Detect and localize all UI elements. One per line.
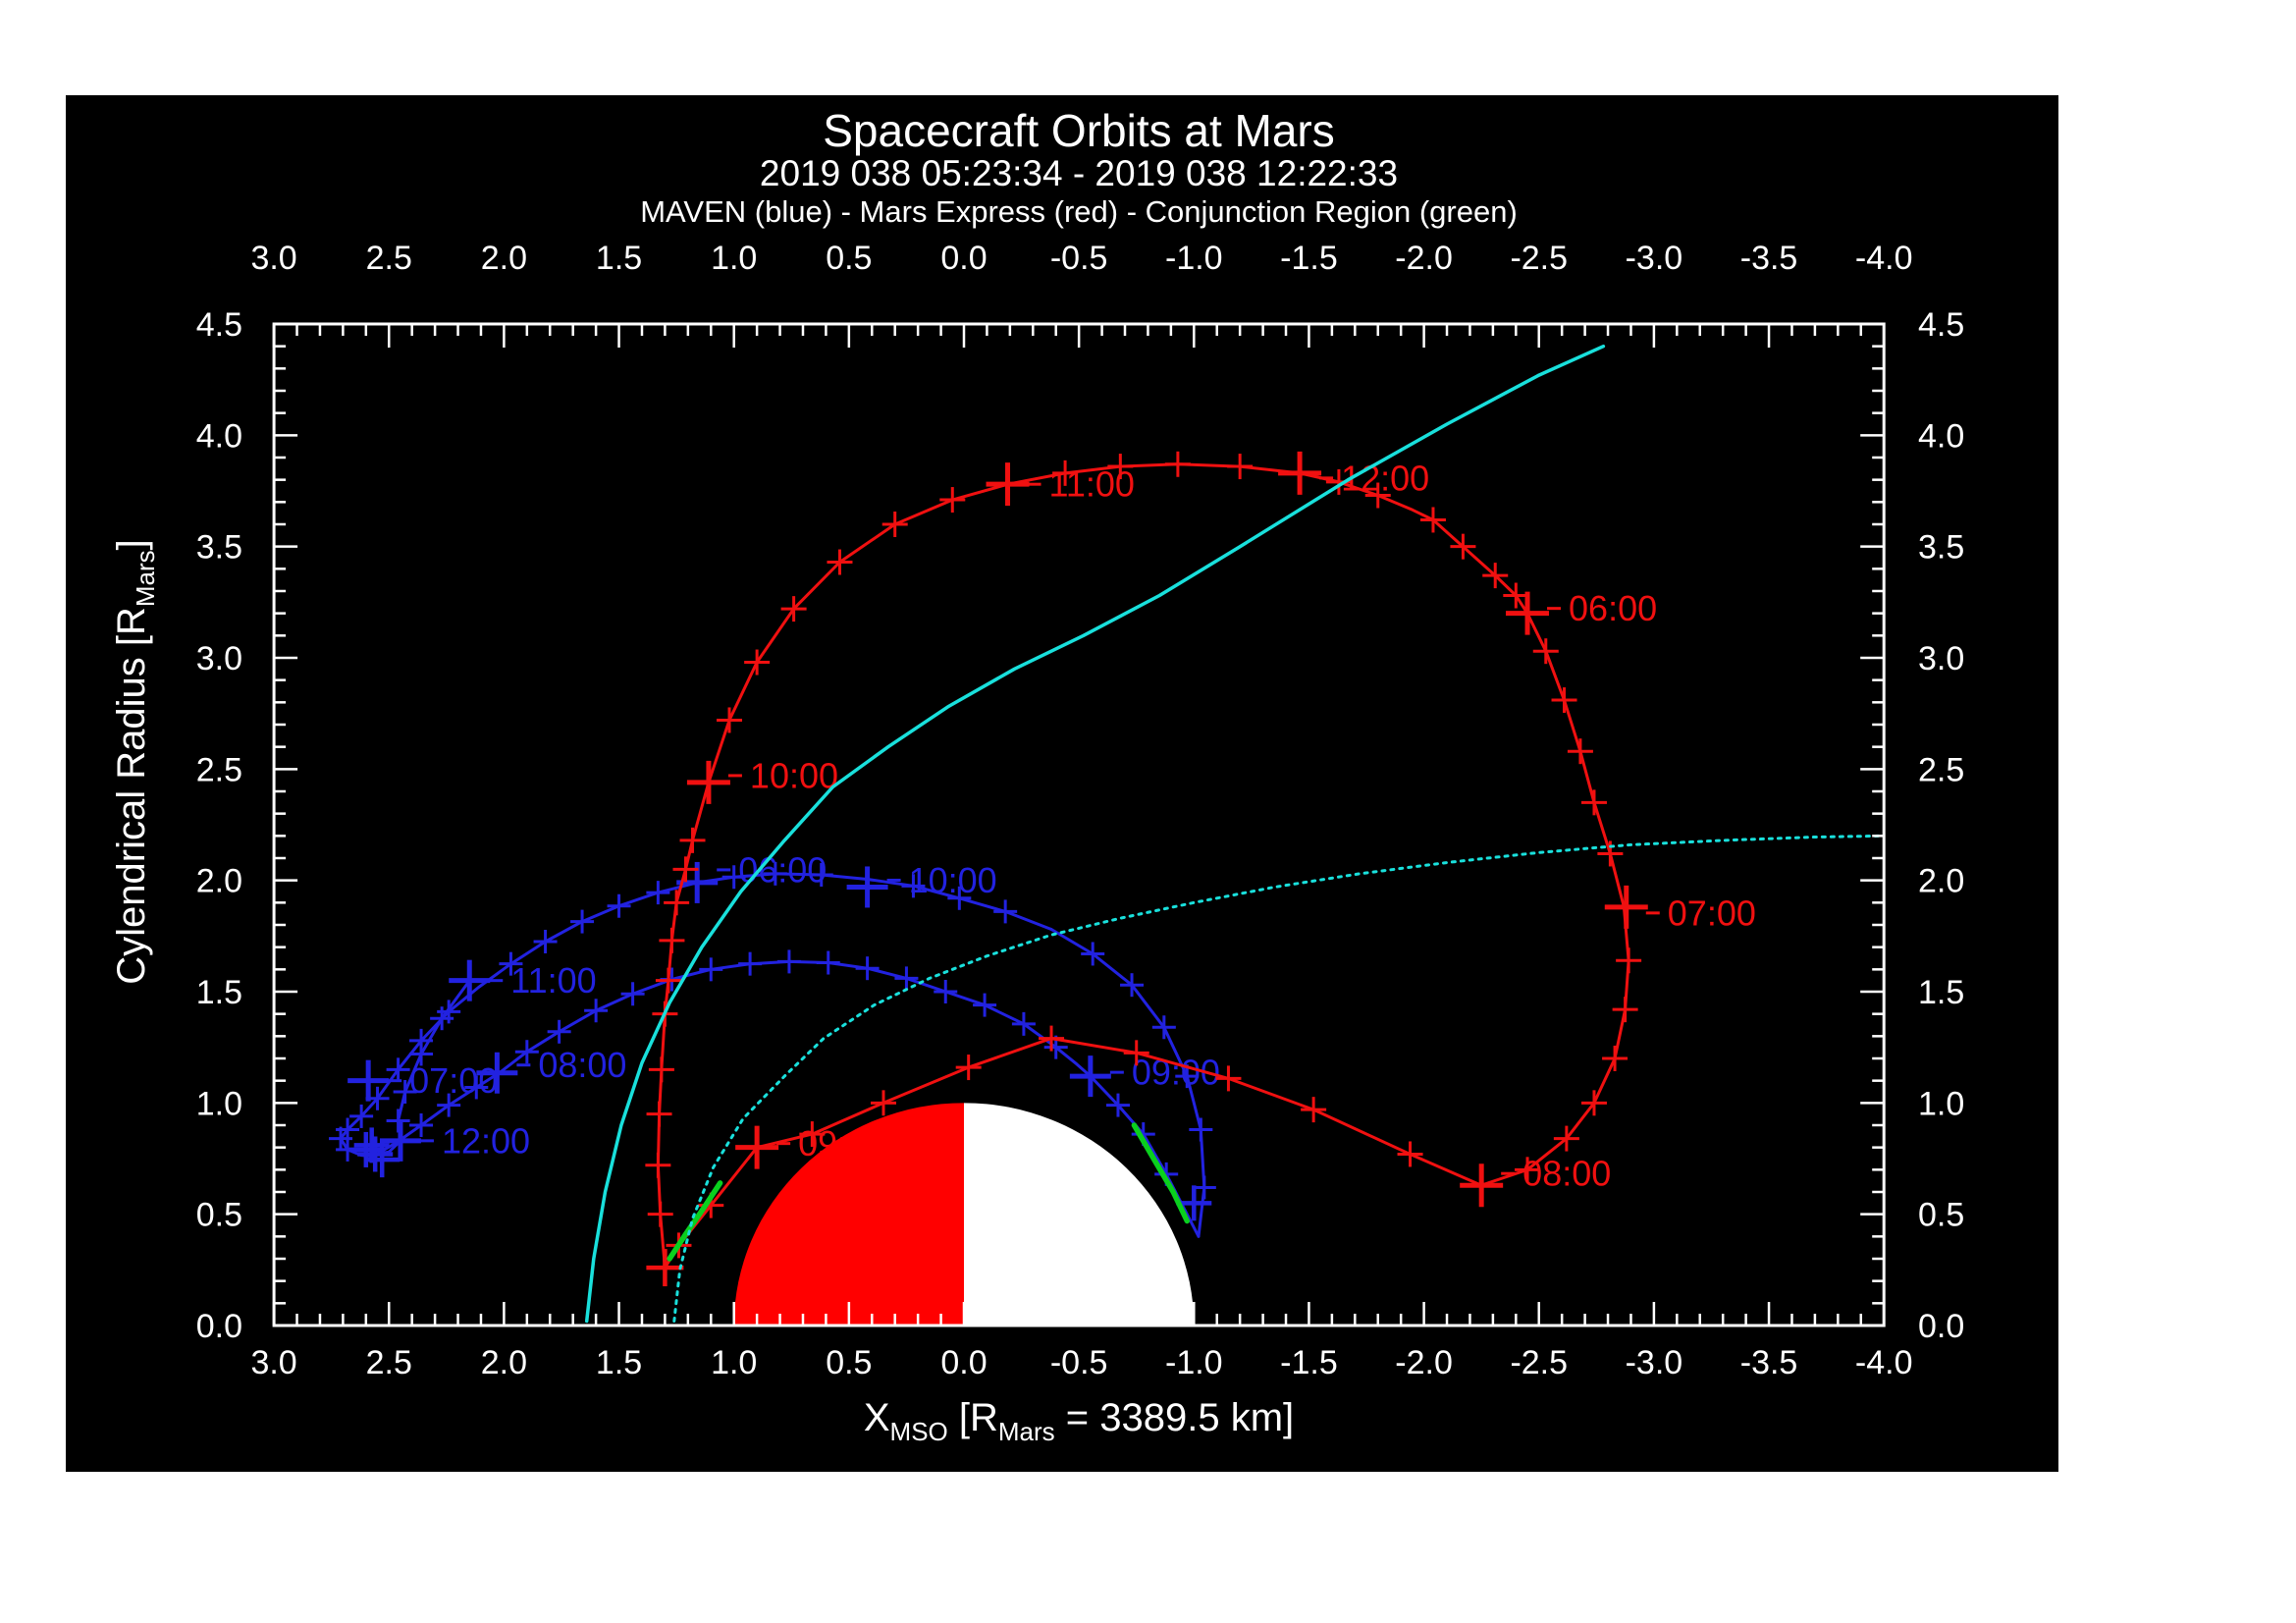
x-tick-label-top: 1.0 — [711, 240, 757, 277]
x-axis-title-mid: [R — [947, 1396, 998, 1439]
y-tick-label-left: 1.5 — [196, 974, 242, 1011]
x-tick-label-bottom: 2.0 — [481, 1344, 527, 1381]
plot-time-range: 2019 038 05:23:34 - 2019 038 12:22:33 — [759, 153, 1399, 193]
plot-title: Spacecraft Orbits at Mars — [823, 105, 1335, 156]
y-tick-label-right: 3.0 — [1918, 640, 1964, 677]
x-tick-label-top: 0.0 — [940, 240, 987, 277]
y-tick-label-right: 0.0 — [1918, 1308, 1964, 1345]
maven-time-label: 07:00 — [409, 1060, 498, 1101]
maven-time-label: 08:00 — [538, 1045, 626, 1085]
x-tick-label-top: -1.0 — [1165, 240, 1223, 277]
x-tick-label-bottom: -1.5 — [1280, 1344, 1338, 1381]
mex-time-label: 10:00 — [750, 755, 838, 795]
x-tick-label-top: 3.0 — [250, 240, 296, 277]
y-axis-title-pre: Cylendrical Radius [R — [110, 607, 153, 985]
bow-shock-path — [584, 344, 1606, 1324]
mars-disk — [733, 1103, 1195, 1325]
maven-path — [373, 979, 471, 1156]
mars-dayside — [733, 1103, 964, 1325]
axes-frame-group: 3.0 3.0 2.5 2.5 2.0 2.0 1.5 1.5 1.0 1.0 0.5 0.5 0.0 0… — [196, 240, 1965, 1381]
y-tick-label-right: 1.0 — [1918, 1085, 1964, 1122]
mex-time-label: 07:00 — [1668, 893, 1756, 933]
x-axis-title-pre: X — [863, 1396, 890, 1439]
x-tick-label-bottom: 0.0 — [940, 1344, 987, 1381]
x-axis-title-sub2: Mars — [997, 1417, 1055, 1446]
y-tick-label-left: 0.5 — [196, 1197, 242, 1234]
x-tick-label-bottom: -3.0 — [1626, 1344, 1683, 1381]
y-tick-label-right: 4.5 — [1918, 306, 1964, 344]
x-tick-label-bottom: 3.0 — [250, 1344, 296, 1381]
x-tick-label-bottom: -1.0 — [1165, 1344, 1223, 1381]
x-tick-label-top: -1.5 — [1280, 240, 1338, 277]
conjunction-group — [667, 1122, 1191, 1262]
mex-time-label: 08:00 — [1522, 1154, 1611, 1194]
x-tick-label-top: -3.5 — [1740, 240, 1798, 277]
y-tick-label-left: 1.0 — [196, 1085, 242, 1122]
y-tick-label-right: 3.5 — [1918, 529, 1964, 567]
mex-time-label: 06:00 — [1569, 588, 1657, 628]
x-tick-label-top: -2.0 — [1395, 240, 1453, 277]
maven-time-label: 10:00 — [909, 860, 997, 900]
mars-nightside — [964, 1103, 1195, 1325]
conjunction-path — [1131, 1122, 1191, 1224]
x-tick-label-bottom: -0.5 — [1050, 1344, 1108, 1381]
maven-time-label: 12:00 — [442, 1120, 530, 1161]
plot-legend-line: MAVEN (blue) - Mars Express (red) - Conj… — [640, 194, 1518, 229]
y-tick-label-left: 2.0 — [196, 863, 242, 900]
x-tick-label-bottom: -2.0 — [1395, 1344, 1453, 1381]
y-axis-title-post: ] — [110, 539, 153, 551]
mpb-boundary-group — [672, 834, 1886, 1323]
y-tick-label-right: 2.5 — [1918, 751, 1964, 788]
x-axis-title: XMSO [RMars = 3389.5 km] — [274, 1396, 1884, 1447]
x-tick-label-bottom: 1.5 — [596, 1344, 642, 1381]
x-tick-label-bottom: -3.5 — [1740, 1344, 1798, 1381]
x-tick-label-bottom: 2.5 — [366, 1344, 412, 1381]
y-tick-label-right: 2.0 — [1918, 863, 1964, 900]
mex-time-label: 12:00 — [1341, 458, 1429, 498]
x-tick-label-top: -3.0 — [1626, 240, 1683, 277]
y-tick-label-right: 4.0 — [1918, 417, 1964, 455]
y-tick-label-right: 0.5 — [1918, 1197, 1964, 1234]
maven-path — [371, 959, 1201, 1238]
maven-time-label: 06:00 — [738, 849, 827, 890]
mpb-boundary-path — [672, 834, 1886, 1323]
x-tick-label-bottom: 1.0 — [711, 1344, 757, 1381]
x-tick-label-top: -4.0 — [1855, 240, 1913, 277]
x-axis-title-sub1: MSO — [889, 1417, 948, 1446]
y-tick-label-right: 1.5 — [1918, 974, 1964, 1011]
x-tick-label-top: 2.5 — [366, 240, 412, 277]
y-tick-label-left: 3.0 — [196, 640, 242, 677]
y-axis-title-sub: Mars — [131, 550, 160, 608]
y-tick-label-left: 3.5 — [196, 529, 242, 567]
x-tick-label-top: 1.5 — [596, 240, 642, 277]
y-axis-title: Cylendrical Radius [RMars] — [110, 539, 161, 985]
x-tick-label-bottom: -4.0 — [1855, 1344, 1913, 1381]
x-axis-title-post: = 3389.5 km] — [1054, 1396, 1295, 1439]
x-tick-label-bottom: 0.5 — [826, 1344, 872, 1381]
x-tick-label-top: -2.5 — [1510, 240, 1568, 277]
maven-time-label: 11:00 — [510, 960, 596, 1001]
conjunction-path — [667, 1180, 723, 1262]
y-tick-label-left: 4.5 — [196, 306, 242, 344]
mex-time-label: 11:00 — [1049, 464, 1135, 505]
x-tick-label-top: 2.0 — [481, 240, 527, 277]
y-tick-label-left: 0.0 — [196, 1308, 242, 1345]
bow-shock-group — [584, 344, 1606, 1324]
y-tick-label-left: 4.0 — [196, 417, 242, 455]
y-tick-label-left: 2.5 — [196, 751, 242, 788]
x-tick-label-top: -0.5 — [1050, 240, 1108, 277]
x-tick-label-bottom: -2.5 — [1510, 1344, 1568, 1381]
x-tick-label-top: 0.5 — [826, 240, 872, 277]
